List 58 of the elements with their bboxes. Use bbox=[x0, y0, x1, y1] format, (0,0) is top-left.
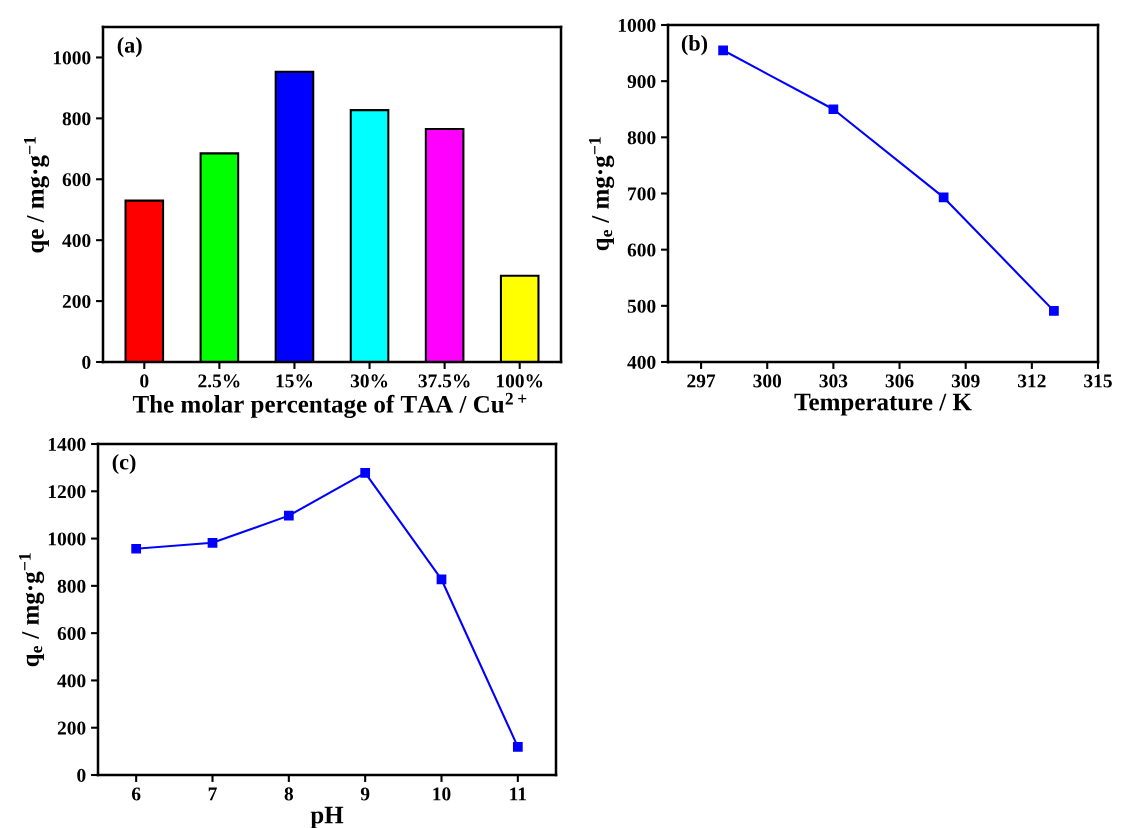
x-tick-label: 15% bbox=[276, 374, 313, 388]
annotation: (b) bbox=[681, 35, 708, 56]
y-tick-label: 1400 bbox=[48, 437, 86, 451]
y-axis-title: q$_{e}$ / mg·g$^{−1}$ bbox=[19, 553, 45, 667]
y-tick-label: 700 bbox=[628, 187, 656, 201]
x-tick-label: 7 bbox=[208, 787, 217, 801]
annotation: (a) bbox=[117, 37, 142, 58]
x-tick-label: 297 bbox=[687, 374, 716, 388]
y-tick-label: 600 bbox=[627, 243, 656, 257]
point bbox=[131, 543, 142, 554]
y-tick-label: 400 bbox=[62, 234, 91, 248]
y-tick-label: 1000 bbox=[48, 532, 86, 546]
point bbox=[1049, 306, 1059, 316]
x-tick-label: 2.5% bbox=[198, 374, 240, 388]
x-tick-label: 30% bbox=[350, 374, 388, 388]
point bbox=[207, 537, 218, 548]
y-tick-label: 1200 bbox=[48, 485, 86, 499]
y-axis-title: qe / mg·g$^{−1}$ bbox=[24, 137, 50, 253]
point bbox=[512, 742, 523, 752]
x-tick-label: 315 bbox=[1084, 374, 1112, 388]
y-tick-label: 1000 bbox=[618, 18, 656, 32]
y-axis-title: q$_{e}$ / mg·g$^{−1}$ bbox=[589, 137, 615, 251]
x-tick-label: 300 bbox=[753, 374, 782, 388]
x-tick-label: 11 bbox=[510, 787, 527, 801]
y-tick-label: 400 bbox=[57, 674, 86, 688]
y-tick-label: 800 bbox=[57, 579, 86, 593]
x-tick-label: 303 bbox=[819, 374, 848, 388]
x-tick-label: 0 bbox=[140, 374, 149, 388]
x-axis-title: The molar percentage of TAA / Cu$^{2+}$ bbox=[132, 392, 527, 418]
x-tick-label: 312 bbox=[1017, 374, 1046, 388]
y-tick-label: 400 bbox=[627, 355, 656, 369]
point bbox=[360, 467, 371, 478]
point bbox=[283, 510, 294, 521]
x-tick-label: 10 bbox=[433, 787, 451, 801]
y-tick-label: 600 bbox=[57, 626, 86, 641]
x-tick-label: 37.5% bbox=[418, 374, 470, 388]
y-tick-label: 200 bbox=[57, 721, 86, 735]
y-tick-label: 0 bbox=[77, 768, 86, 782]
x-axis-title: Temperature / K bbox=[794, 393, 972, 416]
point bbox=[828, 104, 839, 115]
y-tick-label: 900 bbox=[627, 74, 656, 89]
y-tick-label: 0 bbox=[82, 355, 91, 369]
x-tick-label: 306 bbox=[885, 374, 914, 388]
x-tick-label: 6 bbox=[131, 787, 141, 801]
x-tick-label: 100% bbox=[496, 374, 543, 388]
x-tick-label: 9 bbox=[360, 787, 370, 801]
y-tick-label: 800 bbox=[627, 131, 656, 145]
point bbox=[938, 192, 949, 203]
y-tick-label: 600 bbox=[62, 173, 91, 187]
y-tick-label: 200 bbox=[62, 294, 91, 309]
y-tick-label: 800 bbox=[62, 112, 91, 126]
y-tick-label: 1000 bbox=[53, 51, 91, 65]
x-tick-label: 309 bbox=[951, 374, 980, 388]
x-tick-label: 8 bbox=[284, 787, 294, 801]
x-axis-title: pH bbox=[310, 806, 344, 828]
point bbox=[718, 45, 728, 56]
annotation: (c) bbox=[112, 453, 136, 475]
y-tick-label: 500 bbox=[627, 299, 656, 313]
